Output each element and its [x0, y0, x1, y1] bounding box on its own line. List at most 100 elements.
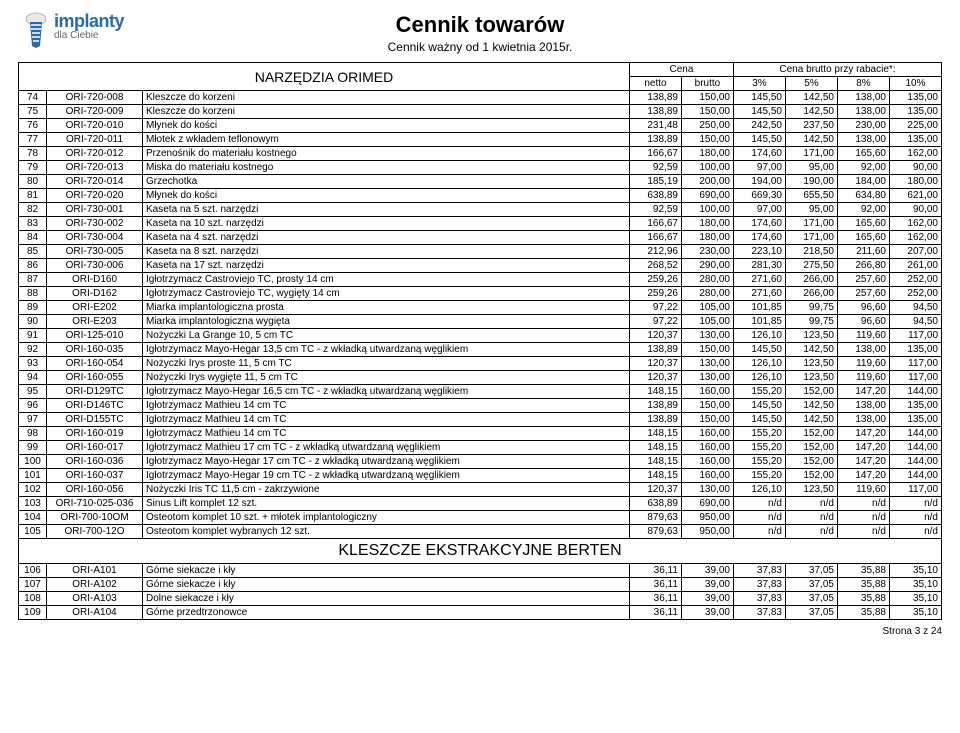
cell: 165,60 [837, 217, 889, 231]
cell: 35,10 [889, 578, 941, 592]
cell: 83 [19, 217, 47, 231]
table-row: 75ORI-720-009Kleszcze do korzeni138,8915… [19, 105, 942, 119]
cell: 174,60 [733, 217, 785, 231]
cell: 655,50 [785, 189, 837, 203]
cell: 104 [19, 511, 47, 525]
cell: 37,83 [733, 578, 785, 592]
table-row: 103ORI-710-025-036Sinus Lift komplet 12 … [19, 497, 942, 511]
cell: 92,59 [629, 161, 681, 175]
cell: ORI-730-002 [47, 217, 143, 231]
cell: 150,00 [681, 399, 733, 413]
cell: n/d [889, 525, 941, 539]
cell: 36,11 [629, 564, 681, 578]
cell: 138,89 [629, 413, 681, 427]
cell: 92,00 [837, 203, 889, 217]
cell: 218,50 [785, 245, 837, 259]
cell: 74 [19, 91, 47, 105]
cell: 105 [19, 525, 47, 539]
cell: ORI-720-012 [47, 147, 143, 161]
cell: 95 [19, 385, 47, 399]
col-3pct: 3% [733, 77, 785, 91]
cell: 634,80 [837, 189, 889, 203]
cell: 36,11 [629, 592, 681, 606]
cell: Grzechotka [143, 175, 630, 189]
cell: 160,00 [681, 455, 733, 469]
cell: 96 [19, 399, 47, 413]
cell: n/d [889, 497, 941, 511]
cell: 37,05 [785, 606, 837, 620]
cell: 162,00 [889, 231, 941, 245]
cell: ORI-710-025-036 [47, 497, 143, 511]
cell: 271,60 [733, 273, 785, 287]
cell: ORI-700-10OM [47, 511, 143, 525]
cell: 144,00 [889, 455, 941, 469]
cell: n/d [733, 511, 785, 525]
cell: 147,20 [837, 455, 889, 469]
cell: ORI-160-019 [47, 427, 143, 441]
cell: 142,50 [785, 343, 837, 357]
cell: 37,05 [785, 592, 837, 606]
table-row: 86ORI-730-006Kaseta na 17 szt. narzędzi2… [19, 259, 942, 273]
cell: 75 [19, 105, 47, 119]
cell: 171,00 [785, 231, 837, 245]
cell: 261,00 [889, 259, 941, 273]
cell: ORI-160-035 [47, 343, 143, 357]
cell: ORI-D155TC [47, 413, 143, 427]
cell: 119,60 [837, 371, 889, 385]
cell: n/d [837, 497, 889, 511]
cell: 237,50 [785, 119, 837, 133]
cell: 35,88 [837, 606, 889, 620]
cell: 117,00 [889, 357, 941, 371]
cell: n/d [785, 511, 837, 525]
cell: 39,00 [681, 606, 733, 620]
table-row: 109ORI-A104Górne przedtrzonowce36,1139,0… [19, 606, 942, 620]
cell: 211,60 [837, 245, 889, 259]
cell: 280,00 [681, 273, 733, 287]
cell: Kleszcze do korzeni [143, 105, 630, 119]
cell: ORI-E202 [47, 301, 143, 315]
cell: Nożyczki La Grange 10, 5 cm TC [143, 329, 630, 343]
cell: ORI-730-001 [47, 203, 143, 217]
cell: 165,60 [837, 231, 889, 245]
cell: ORI-160-017 [47, 441, 143, 455]
cell: 690,00 [681, 189, 733, 203]
cell: 82 [19, 203, 47, 217]
cell: 212,96 [629, 245, 681, 259]
cell: 142,50 [785, 399, 837, 413]
cell: 180,00 [681, 231, 733, 245]
cell: 275,50 [785, 259, 837, 273]
cell: 142,50 [785, 91, 837, 105]
cell: 123,50 [785, 371, 837, 385]
cell: 117,00 [889, 371, 941, 385]
cell: 97,22 [629, 301, 681, 315]
cell: Igłotrzymacz Castroviejo TC, prosty 14 c… [143, 273, 630, 287]
cell: 147,20 [837, 441, 889, 455]
cell: 37,83 [733, 606, 785, 620]
cell: 76 [19, 119, 47, 133]
cell: 92 [19, 343, 47, 357]
cell: ORI-730-006 [47, 259, 143, 273]
table-row: 93ORI-160-054Nożyczki Irys proste 11, 5 … [19, 357, 942, 371]
cell: 174,60 [733, 231, 785, 245]
cell: 78 [19, 147, 47, 161]
cell: 142,50 [785, 413, 837, 427]
cell: 123,50 [785, 357, 837, 371]
cell: 200,00 [681, 175, 733, 189]
cell: 879,63 [629, 525, 681, 539]
table-row: 102ORI-160-056Nożyczki Iris TC 11,5 cm -… [19, 483, 942, 497]
cell: ORI-720-011 [47, 133, 143, 147]
cell: ORI-125-010 [47, 329, 143, 343]
cell: Kaseta na 17 szt. narzędzi [143, 259, 630, 273]
cell: Miska do materiału kostnego [143, 161, 630, 175]
cell: 950,00 [681, 511, 733, 525]
implant-icon [22, 12, 50, 50]
cell: 106 [19, 564, 47, 578]
cell: 90,00 [889, 161, 941, 175]
table-row: 107ORI-A102Górne siekacze i kły36,1139,0… [19, 578, 942, 592]
cell: 138,89 [629, 91, 681, 105]
cell: 147,20 [837, 427, 889, 441]
cell: Kaseta na 4 szt. narzędzi [143, 231, 630, 245]
cell: Dolne siekacze i kły [143, 592, 630, 606]
table-row: 105ORI-700-12OOsteotom komplet wybranych… [19, 525, 942, 539]
cell: 250,00 [681, 119, 733, 133]
